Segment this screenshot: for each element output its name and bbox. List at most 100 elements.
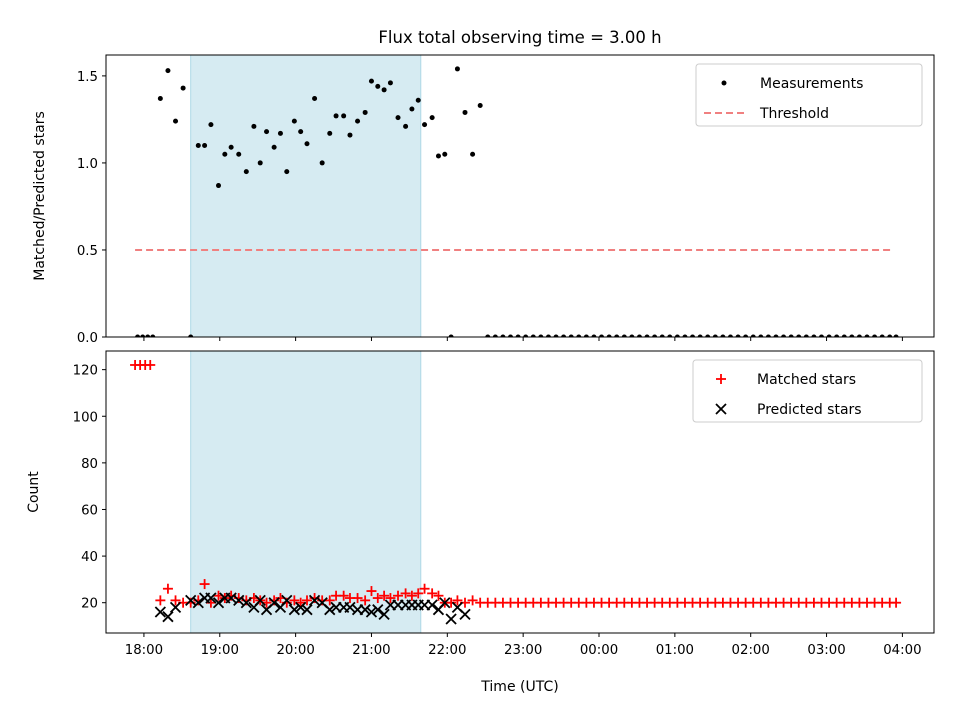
matched-star-marker (155, 595, 166, 606)
predicted-star-marker (295, 601, 307, 614)
measurement-point (188, 334, 194, 337)
measurement-point (727, 334, 733, 337)
predicted-star-marker (268, 597, 280, 609)
predicted-star-marker (225, 592, 237, 604)
predicted-star-marker (212, 597, 225, 609)
measurement-point (561, 334, 567, 337)
measurement-point (841, 334, 847, 337)
top-panel: 0.0 0.5 1.0 1.5 Flux total observing time = … (32, 28, 935, 346)
x-tick-label: 21:00 (352, 643, 390, 658)
x-tick-label: 04:00 (883, 643, 921, 658)
measurement-point (849, 334, 855, 337)
y-tick-label: 60 (81, 503, 98, 518)
predicted-star-marker (344, 601, 356, 614)
measurement-point (257, 160, 263, 166)
measurement-point (568, 334, 574, 337)
measurement-point (606, 334, 612, 337)
measurement-point (381, 87, 387, 93)
legend-label: Predicted stars (757, 402, 862, 418)
measurement-point (690, 334, 696, 337)
matched-star-marker (406, 590, 417, 601)
predicted-star-marker (459, 608, 471, 620)
matched-star-marker (338, 590, 349, 601)
measurement-point (236, 151, 242, 157)
y-tick-label: 40 (81, 550, 98, 565)
axes-frame (105, 54, 935, 338)
measurement-point (765, 334, 771, 337)
measurement-point (454, 66, 460, 72)
matched-star-marker (366, 586, 377, 597)
predicted-star-marker (205, 592, 217, 604)
measurement-point (887, 334, 893, 337)
measurement-point (652, 334, 658, 337)
legend-measurement-marker (721, 80, 727, 86)
predicted-star-marker (192, 597, 204, 609)
measurement-point (291, 118, 297, 124)
matched-star-marker (467, 595, 478, 606)
matched-star-marker (199, 579, 210, 590)
predicted-star-marker (439, 597, 451, 609)
matched-star-marker (295, 597, 306, 608)
predicted-star-marker (324, 604, 336, 616)
y-tick-label: 100 (73, 410, 98, 425)
measurement-point (485, 334, 491, 337)
measurement-point (629, 334, 635, 337)
measurement-point (826, 334, 832, 337)
measurement-point (135, 334, 141, 337)
predicted-star-marker (365, 606, 378, 618)
matched-star-marker (385, 593, 396, 604)
measurement-point (872, 334, 878, 337)
matched-star-marker (400, 588, 411, 599)
matched-star-marker (413, 588, 424, 599)
measurement-point (591, 334, 597, 337)
measurement-point (508, 334, 514, 337)
observing-interval-shade (190, 350, 422, 634)
y-tick-label: 20 (81, 597, 98, 612)
measurement-point (682, 334, 688, 337)
measurement-point (403, 123, 409, 129)
measurement-point (750, 334, 756, 337)
predicted-star-marker (301, 604, 313, 616)
matched-star-marker (352, 593, 363, 604)
matched-star-marker (372, 593, 383, 604)
measurement-point (435, 153, 441, 159)
measurement-point (298, 129, 304, 135)
predicted-star-marker (445, 613, 457, 625)
x-tick-label: 20:00 (276, 643, 314, 658)
predicted-star-marker (426, 599, 438, 611)
measurement-point (228, 144, 234, 150)
measurement-point (375, 83, 381, 89)
measurement-point (818, 334, 824, 337)
predicted-star-marker (240, 597, 252, 609)
measurement-point (599, 334, 605, 337)
measurement-point (743, 334, 749, 337)
legend: Measurements Threshold (695, 63, 923, 127)
y-tick-label: 0.0 (77, 331, 98, 346)
measurement-point (277, 130, 283, 136)
measurement-point (893, 334, 899, 337)
measurement-point (395, 115, 401, 121)
plot-area (135, 66, 899, 337)
measurement-point (173, 118, 179, 124)
measurement-point (145, 334, 151, 337)
measurement-point (576, 334, 582, 337)
predicted-star-marker (254, 594, 266, 607)
measurement-point (448, 334, 454, 337)
legend-predicted-marker (715, 403, 727, 415)
measurement-point (470, 151, 476, 157)
measurement-point (614, 334, 620, 337)
matched-star-marker (205, 597, 216, 608)
matched-star-marker (379, 590, 390, 601)
y-axis-label: Matched/Predicted stars (32, 111, 48, 281)
predicted-star-marker (359, 604, 371, 616)
matched-star-marker (145, 359, 156, 370)
measurement-point (208, 122, 214, 128)
measurement-point (150, 334, 156, 337)
measurement-point (409, 106, 415, 112)
measurement-point (636, 334, 642, 337)
y-tick-label: 0.5 (77, 244, 98, 259)
predicted-star-marker (233, 594, 245, 607)
x-tick-label: 22:00 (428, 643, 466, 658)
y-tick-label: 1.0 (77, 157, 98, 172)
